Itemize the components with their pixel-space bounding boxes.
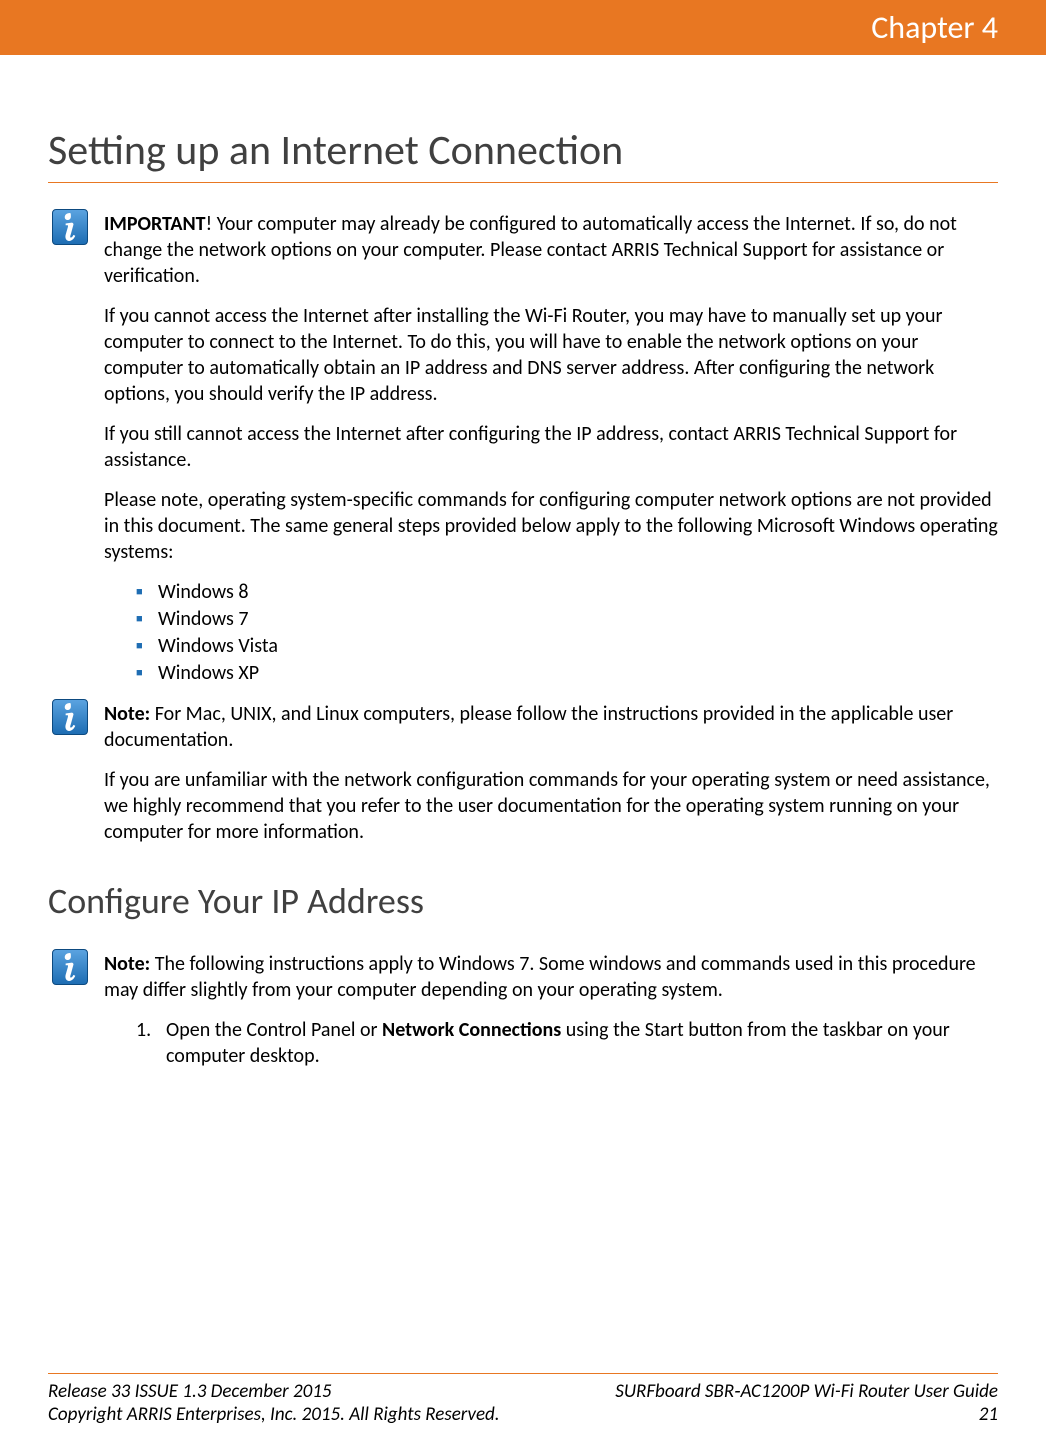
os-list: Windows 8 Windows 7 Windows Vista Window… (136, 579, 998, 687)
body-paragraph: Please note, operating system-specific c… (104, 487, 998, 565)
body-paragraph: If you are unfamiliar with the network c… (104, 767, 998, 845)
note-text: For Mac, UNIX, and Linux computers, plea… (104, 702, 953, 752)
footer-release: Release 33 ISSUE 1.3 December 2015 (48, 1380, 331, 1403)
important-label: IMPORTANT (104, 212, 206, 236)
step-number: 1. (136, 1017, 151, 1043)
chapter-header: Chapter 4 (0, 0, 1046, 55)
footer-row: Copyright ARRIS Enterprises, Inc. 2015. … (48, 1403, 998, 1426)
important-block: IMPORTANT! Your computer may already be … (104, 211, 998, 687)
page-footer: Release 33 ISSUE 1.3 December 2015 SURFb… (48, 1373, 998, 1426)
footer-copyright: Copyright ARRIS Enterprises, Inc. 2015. … (48, 1403, 500, 1426)
body-paragraph: If you cannot access the Internet after … (104, 303, 998, 407)
step-text-a: Open the Control Panel or (166, 1018, 382, 1042)
note-block: Note: For Mac, UNIX, and Linux computers… (104, 701, 998, 845)
list-item: Windows 8 (136, 579, 998, 606)
note-paragraph: Note: For Mac, UNIX, and Linux computers… (104, 701, 998, 753)
section-title: Configure Your IP Address (48, 879, 998, 923)
footer-product: SURFboard SBR‐AC1200P Wi-Fi Router User … (615, 1380, 998, 1403)
list-item: Windows XP (136, 660, 998, 687)
note-label: Note: (104, 952, 150, 976)
note-label: Note: (104, 702, 150, 726)
body-paragraph: If you still cannot access the Internet … (104, 421, 998, 473)
important-paragraph: IMPORTANT! Your computer may already be … (104, 211, 998, 289)
info-icon (52, 699, 88, 735)
list-item: Windows 7 (136, 606, 998, 633)
note-paragraph: Note: The following instructions apply t… (104, 951, 998, 1003)
chapter-label: Chapter 4 (871, 8, 998, 47)
info-icon (52, 209, 88, 245)
info-icon (52, 949, 88, 985)
page-title: Setting up an Internet Connection (48, 125, 998, 183)
page-content: Setting up an Internet Connection IMPORT… (0, 55, 1046, 1069)
note-block: Note: The following instructions apply t… (104, 951, 998, 1069)
important-text: ! Your computer may already be configure… (104, 212, 957, 288)
list-item: 1. Open the Control Panel or Network Con… (136, 1017, 998, 1069)
steps-list: 1. Open the Control Panel or Network Con… (136, 1017, 998, 1069)
list-item: Windows Vista (136, 633, 998, 660)
note-text: The following instructions apply to Wind… (104, 952, 976, 1002)
footer-page-number: 21 (979, 1403, 998, 1426)
footer-row: Release 33 ISSUE 1.3 December 2015 SURFb… (48, 1380, 998, 1403)
step-bold: Network Connections (382, 1018, 561, 1042)
